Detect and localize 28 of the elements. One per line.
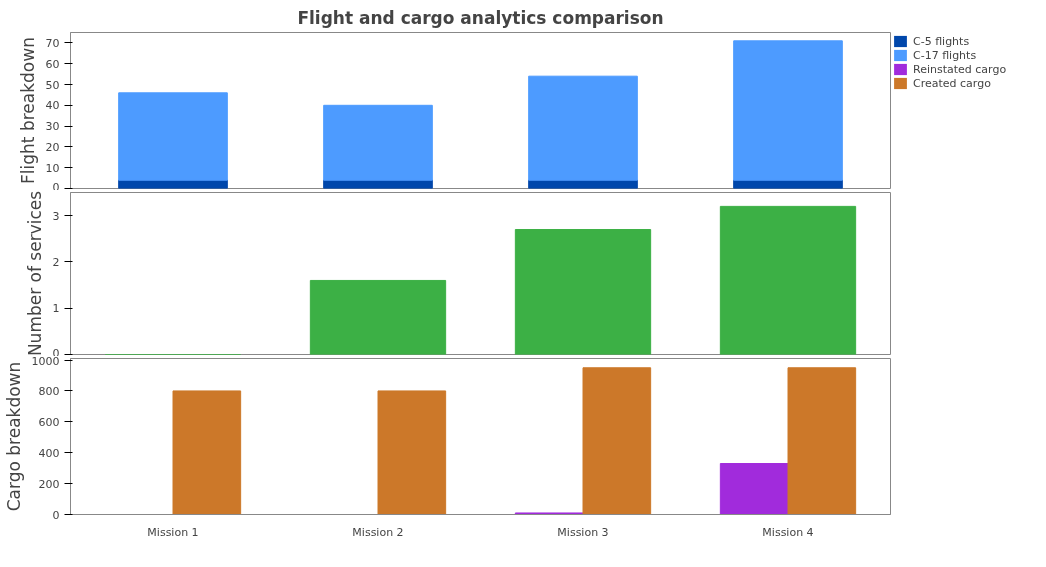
chart-title: Flight and cargo analytics comparison bbox=[297, 7, 664, 28]
y-tick-label: 60 bbox=[45, 57, 60, 71]
x-tick-label: Mission 2 bbox=[352, 525, 404, 539]
x-tick-label: Mission 4 bbox=[762, 525, 814, 539]
y-tick-label: 0 bbox=[52, 180, 60, 194]
y-tick-label: 50 bbox=[45, 78, 60, 92]
y-tick-label: 0 bbox=[52, 508, 60, 522]
y-tick-label: 70 bbox=[45, 36, 60, 50]
y-tick-label: 200 bbox=[38, 477, 60, 491]
legend-label: Created cargo bbox=[913, 76, 991, 90]
y-tick-label: 2 bbox=[52, 255, 60, 269]
legend-label: C-17 flights bbox=[913, 48, 977, 62]
y-axis-title: Flight breakdown bbox=[17, 37, 38, 184]
y-axis-title: Cargo breakdown bbox=[3, 361, 24, 512]
y-tick-label: 40 bbox=[45, 99, 60, 113]
y-axis-title: Number of services bbox=[24, 190, 45, 357]
y-tick-label: 600 bbox=[38, 415, 60, 429]
y-tick-label: 20 bbox=[45, 140, 60, 154]
x-tick-label: Mission 3 bbox=[557, 525, 609, 539]
y-tick-label: 30 bbox=[45, 120, 60, 134]
legend-label: Reinstated cargo bbox=[913, 62, 1007, 76]
y-tick-label: 400 bbox=[38, 446, 60, 460]
y-tick-label: 1 bbox=[52, 302, 60, 316]
x-tick-label: Mission 1 bbox=[147, 525, 199, 539]
y-tick-label: 10 bbox=[45, 161, 60, 175]
y-tick-label: 800 bbox=[38, 384, 60, 398]
y-tick-label: 3 bbox=[52, 209, 60, 223]
legend-label: C-5 flights bbox=[913, 34, 970, 48]
